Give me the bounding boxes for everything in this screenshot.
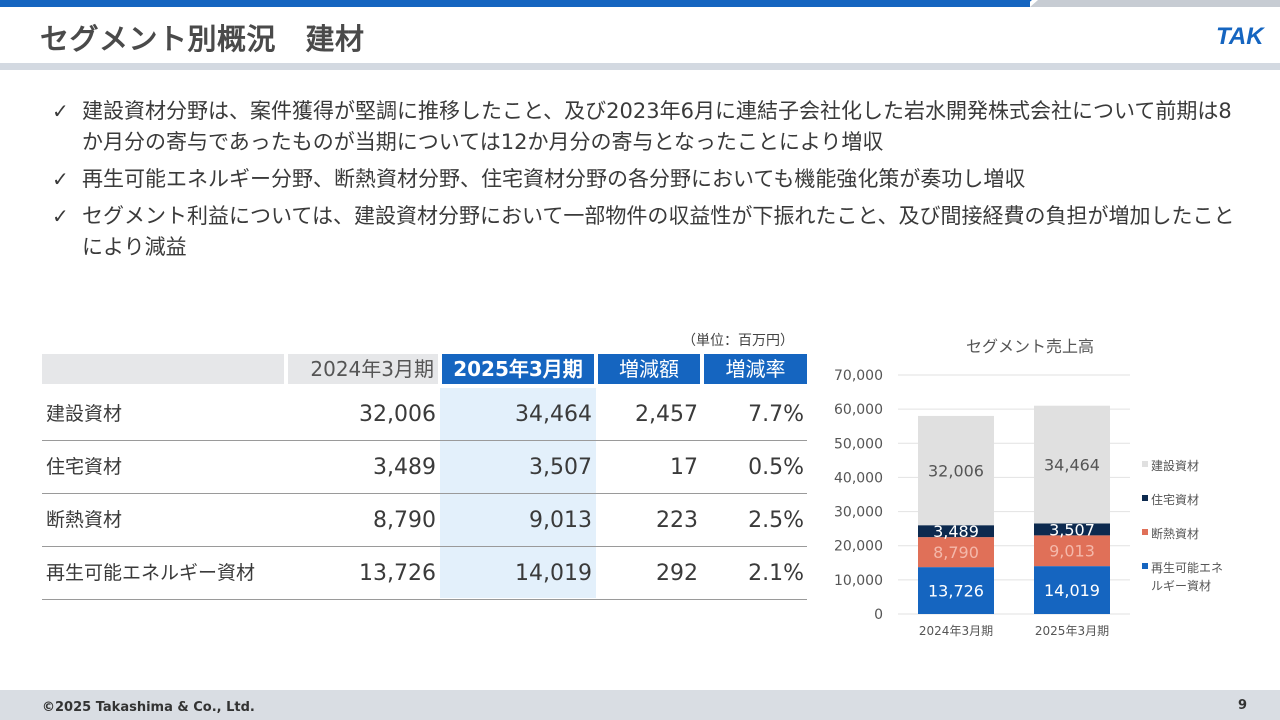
bullet-item: ✓ 建設資材分野は、案件獲得が堅調に推移したこと、及び2023年6月に連結子会社… xyxy=(52,96,1242,158)
bar-data-label: 14,019 xyxy=(1044,581,1100,600)
bullet-item: ✓ セグメント利益については、建設資材分野において一部物件の収益性が下振れたこと… xyxy=(52,201,1242,263)
bullet-text: セグメント利益については、建設資材分野において一部物件の収益性が下振れたこと、及… xyxy=(82,204,1235,259)
bar-segment xyxy=(918,567,994,614)
chart-title: セグメント売上高 xyxy=(966,337,1094,356)
y-tick-label: 60,000 xyxy=(834,402,883,418)
row-change-amount: 292 xyxy=(656,561,698,586)
bullet-text: 再生可能エネルギー分野、断熱資材分野、住宅資材分野の各分野においても機能強化策が… xyxy=(82,167,1026,191)
table-row: 建設資材 32,006 34,464 2,457 7.7% xyxy=(42,388,807,441)
bar-data-label: 8,790 xyxy=(933,543,979,562)
page-title: セグメント別概況 建材 xyxy=(40,22,365,56)
legend-label: 住宅資材 xyxy=(1151,492,1199,507)
header-change-amount: 増減額 xyxy=(598,354,700,384)
row-curr-value: 34,464 xyxy=(515,402,592,427)
bar-data-label: 3,489 xyxy=(933,522,979,541)
legend-label: 断熱資材 xyxy=(1151,526,1199,541)
legend-label: ルギー資材 xyxy=(1151,579,1211,593)
header-change-rate: 増減率 xyxy=(704,354,807,384)
y-tick-label: 20,000 xyxy=(834,539,883,555)
header-accent-cut xyxy=(1018,0,1032,7)
bar-segment xyxy=(1034,535,1110,567)
y-tick-label: 30,000 xyxy=(834,505,883,521)
segment-table: 2024年3月期 2025年3月期 増減額 増減率 建設資材 32,006 34… xyxy=(42,354,807,600)
row-change-rate: 2.1% xyxy=(748,561,804,586)
row-change-rate: 2.5% xyxy=(748,508,804,533)
bar-segment xyxy=(918,415,994,526)
chart-svg: セグメント売上高 0 10,000 20,000 30,000 40,000 50,000 6… xyxy=(834,337,1223,638)
bar-data-label: 9,013 xyxy=(1049,542,1095,561)
x-tick-label: 2025年3月期 xyxy=(1035,624,1109,638)
bar-segment xyxy=(918,537,994,568)
legend-label: 再生可能エネ xyxy=(1151,561,1223,575)
row-segment-name: 再生可能エネルギー資材 xyxy=(46,562,256,584)
header-prev-year: 2024年3月期 xyxy=(288,354,438,384)
segment-sales-chart: セグメント売上高 0 10,000 20,000 30,000 40,000 50,000 6… xyxy=(820,328,1270,648)
row-change-rate: 0.5% xyxy=(748,455,804,480)
row-change-amount: 2,457 xyxy=(635,402,698,427)
bar-data-label: 34,464 xyxy=(1044,456,1100,475)
legend-swatch xyxy=(1142,563,1148,569)
title-divider xyxy=(0,63,1280,70)
check-icon: ✓ xyxy=(52,167,69,191)
row-curr-value: 3,507 xyxy=(529,455,592,480)
table-row: 住宅資材 3,489 3,507 17 0.5% xyxy=(42,441,807,494)
bar-segment xyxy=(1034,405,1110,524)
header-accent-bar-gray xyxy=(1030,0,1280,7)
header-accent-bar xyxy=(0,0,1030,7)
legend-label: 建設資材 xyxy=(1151,458,1199,473)
row-prev-value: 3,489 xyxy=(373,455,436,480)
bar-data-label: 3,507 xyxy=(1049,520,1095,539)
y-tick-label: 40,000 xyxy=(834,470,883,486)
footer-bar xyxy=(0,690,1280,720)
page-number: 9 xyxy=(1238,698,1248,713)
bar-segment xyxy=(918,525,994,538)
copyright-text: ©2025 Takashima & Co., Ltd. xyxy=(42,700,255,715)
header-curr-year: 2025年3月期 xyxy=(442,354,594,384)
bar-data-label: 32,006 xyxy=(928,462,984,481)
unit-label: （単位：百万円） xyxy=(682,333,794,349)
row-change-amount: 223 xyxy=(656,508,698,533)
y-tick-label: 70,000 xyxy=(834,368,883,384)
row-segment-name: 住宅資材 xyxy=(46,456,123,478)
table-row: 再生可能エネルギー資材 13,726 14,019 292 2.1% xyxy=(42,547,807,600)
row-prev-value: 32,006 xyxy=(359,402,436,427)
y-tick-label: 0 xyxy=(874,607,883,623)
y-tick-label: 50,000 xyxy=(834,436,883,452)
row-prev-value: 8,790 xyxy=(373,508,436,533)
logo-text: TAK xyxy=(1216,23,1265,48)
table-row: 断熱資材 8,790 9,013 223 2.5% xyxy=(42,494,807,547)
row-change-rate: 7.7% xyxy=(748,402,804,427)
bar-data-label: 13,726 xyxy=(928,582,984,601)
x-tick-label: 2024年3月期 xyxy=(919,624,993,638)
row-segment-name: 建設資材 xyxy=(46,403,123,425)
bullet-list: ✓ 建設資材分野は、案件獲得が堅調に推移したこと、及び2023年6月に連結子会社… xyxy=(52,96,1242,269)
bullet-item: ✓ 再生可能エネルギー分野、断熱資材分野、住宅資材分野の各分野においても機能強化… xyxy=(52,164,1242,195)
y-tick-label: 10,000 xyxy=(834,573,883,589)
row-change-amount: 17 xyxy=(670,455,698,480)
row-segment-name: 断熱資材 xyxy=(46,509,123,531)
bar-segment xyxy=(1034,523,1110,536)
header-blank-cell xyxy=(42,354,284,384)
row-curr-value: 14,019 xyxy=(515,561,592,586)
legend-swatch xyxy=(1142,529,1148,535)
table-body: 建設資材 32,006 34,464 2,457 7.7% 住宅資材 3,489… xyxy=(42,388,807,600)
check-icon: ✓ xyxy=(52,99,69,123)
legend-swatch xyxy=(1142,495,1148,501)
bullet-text: 建設資材分野は、案件獲得が堅調に推移したこと、及び2023年6月に連結子会社化し… xyxy=(82,99,1232,154)
table-header: 2024年3月期 2025年3月期 増減額 増減率 xyxy=(42,354,807,384)
row-curr-value: 9,013 xyxy=(529,508,592,533)
legend-swatch xyxy=(1142,461,1148,467)
row-prev-value: 13,726 xyxy=(359,561,436,586)
check-icon: ✓ xyxy=(52,204,69,228)
bar-segment xyxy=(1034,566,1110,614)
company-logo: TAK xyxy=(1216,23,1265,48)
